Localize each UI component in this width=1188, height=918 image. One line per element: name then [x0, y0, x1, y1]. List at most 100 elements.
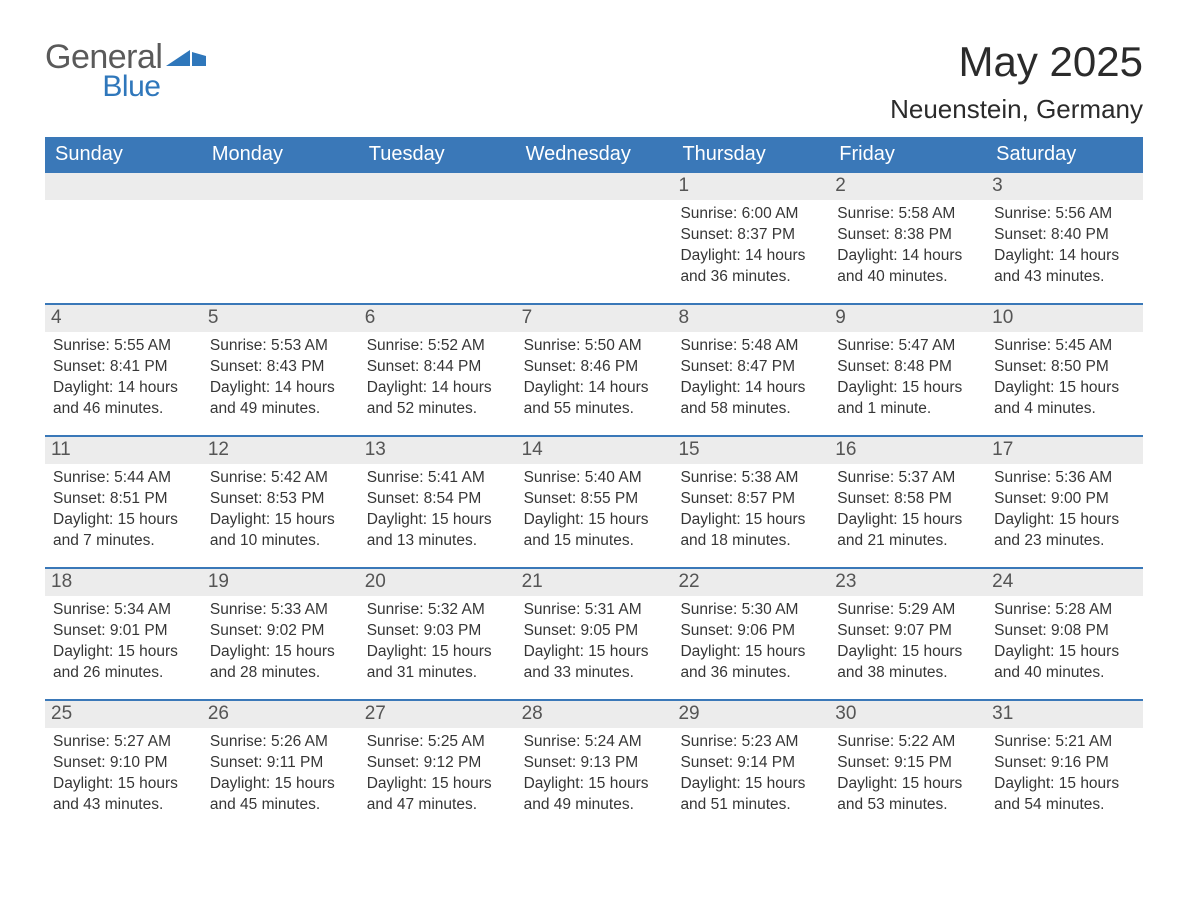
day-number: 23 — [829, 569, 986, 596]
calendar-day: 21Sunrise: 5:31 AMSunset: 9:05 PMDayligh… — [516, 569, 673, 699]
sunset-line: Sunset: 9:11 PM — [210, 753, 353, 774]
calendar-page: General Blue May 2025 Neuenstein, German… — [0, 0, 1188, 918]
sunrise-line: Sunrise: 5:21 AM — [994, 732, 1137, 753]
calendar-day: 5Sunrise: 5:53 AMSunset: 8:43 PMDaylight… — [202, 305, 359, 435]
calendar-week: 18Sunrise: 5:34 AMSunset: 9:01 PMDayligh… — [45, 567, 1143, 699]
day-number: 10 — [986, 305, 1143, 332]
day-number: 6 — [359, 305, 516, 332]
day-number: 13 — [359, 437, 516, 464]
daylight-line: Daylight: 15 hours and 15 minutes. — [524, 510, 667, 552]
sunrise-line: Sunrise: 5:28 AM — [994, 600, 1137, 621]
sunrise-line: Sunrise: 5:29 AM — [837, 600, 980, 621]
sun-info: Sunrise: 5:31 AMSunset: 9:05 PMDaylight:… — [522, 600, 667, 684]
calendar-day: 12Sunrise: 5:42 AMSunset: 8:53 PMDayligh… — [202, 437, 359, 567]
day-number: 30 — [829, 701, 986, 728]
sunset-line: Sunset: 8:55 PM — [524, 489, 667, 510]
weeks-container: 1Sunrise: 6:00 AMSunset: 8:37 PMDaylight… — [45, 173, 1143, 831]
daylight-line: Daylight: 14 hours and 46 minutes. — [53, 378, 196, 420]
sunrise-line: Sunrise: 5:26 AM — [210, 732, 353, 753]
day-number: 25 — [45, 701, 202, 728]
sun-info: Sunrise: 5:40 AMSunset: 8:55 PMDaylight:… — [522, 468, 667, 552]
sun-info: Sunrise: 5:47 AMSunset: 8:48 PMDaylight:… — [835, 336, 980, 420]
day-number: 11 — [45, 437, 202, 464]
sunset-line: Sunset: 8:57 PM — [680, 489, 823, 510]
sunrise-line: Sunrise: 5:52 AM — [367, 336, 510, 357]
daylight-line: Daylight: 14 hours and 40 minutes. — [837, 246, 980, 288]
sun-info: Sunrise: 5:30 AMSunset: 9:06 PMDaylight:… — [678, 600, 823, 684]
day-number: 28 — [516, 701, 673, 728]
sunset-line: Sunset: 8:48 PM — [837, 357, 980, 378]
sunrise-line: Sunrise: 5:37 AM — [837, 468, 980, 489]
calendar-day: 4Sunrise: 5:55 AMSunset: 8:41 PMDaylight… — [45, 305, 202, 435]
sunrise-line: Sunrise: 5:40 AM — [524, 468, 667, 489]
day-number — [45, 173, 202, 200]
day-number — [516, 173, 673, 200]
daylight-line: Daylight: 15 hours and 10 minutes. — [210, 510, 353, 552]
sunset-line: Sunset: 8:38 PM — [837, 225, 980, 246]
sunset-line: Sunset: 9:10 PM — [53, 753, 196, 774]
sunset-line: Sunset: 9:16 PM — [994, 753, 1137, 774]
daylight-line: Daylight: 15 hours and 51 minutes. — [680, 774, 823, 816]
calendar-day: 28 Sunrise: 5:24 AMSunset: 9:13 PMDayligh… — [516, 701, 673, 831]
sun-info: Sunrise: 5:37 AMSunset: 8:58 PMDaylight:… — [835, 468, 980, 552]
sunrise-line: Sunrise: 5:38 AM — [680, 468, 823, 489]
calendar-week: 1Sunrise: 6:00 AMSunset: 8:37 PMDaylight… — [45, 173, 1143, 303]
daylight-line: Daylight: 15 hours and 36 minutes. — [680, 642, 823, 684]
calendar-day: 7Sunrise: 5:50 AMSunset: 8:46 PMDaylight… — [516, 305, 673, 435]
header-row: General Blue May 2025 Neuenstein, German… — [45, 40, 1143, 125]
title-block: May 2025 Neuenstein, Germany — [890, 40, 1143, 125]
sunrise-line: Sunrise: 5:42 AM — [210, 468, 353, 489]
weekday-label: Sunday — [45, 137, 202, 173]
day-number: 29 — [672, 701, 829, 728]
sunset-line: Sunset: 8:51 PM — [53, 489, 196, 510]
sunrise-line: Sunrise: 5:41 AM — [367, 468, 510, 489]
calendar-day: 30Sunrise: 5:22 AMSunset: 9:15 PMDayligh… — [829, 701, 986, 831]
day-number: 3 — [986, 173, 1143, 200]
sun-info: Sunrise: 5:48 AMSunset: 8:47 PMDaylight:… — [678, 336, 823, 420]
calendar-day: 25 Sunrise: 5:27 AMSunset: 9:10 PMDayligh… — [45, 701, 202, 831]
sunset-line: Sunset: 9:08 PM — [994, 621, 1137, 642]
day-number: 8 — [672, 305, 829, 332]
daylight-line: Daylight: 15 hours and 31 minutes. — [367, 642, 510, 684]
calendar-week: 25 Sunrise: 5:27 AMSunset: 9:10 PMDayligh… — [45, 699, 1143, 831]
sunset-line: Sunset: 8:53 PM — [210, 489, 353, 510]
day-number: 19 — [202, 569, 359, 596]
sun-info: Sunrise: 5:44 AMSunset: 8:51 PMDaylight:… — [51, 468, 196, 552]
sunset-line: Sunset: 9:02 PM — [210, 621, 353, 642]
day-number: 31 — [986, 701, 1143, 728]
sunset-line: Sunset: 8:46 PM — [524, 357, 667, 378]
calendar-week: 11 Sunrise: 5:44 AMSunset: 8:51 PMDayligh… — [45, 435, 1143, 567]
day-number: 17 — [986, 437, 1143, 464]
daylight-line: Daylight: 15 hours and 23 minutes. — [994, 510, 1137, 552]
sun-info: Sunrise: 5:33 AMSunset: 9:02 PMDaylight:… — [208, 600, 353, 684]
sunrise-line: Sunrise: 5:48 AM — [680, 336, 823, 357]
sunrise-line: Sunrise: 5:50 AM — [524, 336, 667, 357]
sun-info: Sunrise: 5:53 AMSunset: 8:43 PMDaylight:… — [208, 336, 353, 420]
sunrise-line: Sunrise: 5:30 AM — [680, 600, 823, 621]
sunset-line: Sunset: 9:14 PM — [680, 753, 823, 774]
calendar-day: 31Sunrise: 5:21 AMSunset: 9:16 PMDayligh… — [986, 701, 1143, 831]
calendar-day: 3Sunrise: 5:56 AMSunset: 8:40 PMDaylight… — [986, 173, 1143, 303]
weekday-label: Tuesday — [359, 137, 516, 173]
sunset-line: Sunset: 8:47 PM — [680, 357, 823, 378]
sunrise-line: Sunrise: 6:00 AM — [680, 204, 823, 225]
day-number: 18 — [45, 569, 202, 596]
day-number: 15 — [672, 437, 829, 464]
sunrise-line: Sunrise: 5:56 AM — [994, 204, 1137, 225]
weekday-label: Wednesday — [516, 137, 673, 173]
calendar-day: 9Sunrise: 5:47 AMSunset: 8:48 PMDaylight… — [829, 305, 986, 435]
sunrise-line: Sunrise: 5:22 AM — [837, 732, 980, 753]
sunrise-line: Sunrise: 5:25 AM — [367, 732, 510, 753]
daylight-line: Daylight: 14 hours and 52 minutes. — [367, 378, 510, 420]
day-number — [359, 173, 516, 200]
sunset-line: Sunset: 8:44 PM — [367, 357, 510, 378]
sun-info: Sunrise: 5:27 AMSunset: 9:10 PMDaylight:… — [51, 732, 196, 816]
sun-info: Sunrise: 5:52 AMSunset: 8:44 PMDaylight:… — [365, 336, 510, 420]
daylight-line: Daylight: 15 hours and 47 minutes. — [367, 774, 510, 816]
sun-info: Sunrise: 5:24 AMSunset: 9:13 PMDaylight:… — [522, 732, 667, 816]
sunset-line: Sunset: 9:06 PM — [680, 621, 823, 642]
daylight-line: Daylight: 15 hours and 26 minutes. — [53, 642, 196, 684]
calendar-week: 4Sunrise: 5:55 AMSunset: 8:41 PMDaylight… — [45, 303, 1143, 435]
daylight-line: Daylight: 15 hours and 7 minutes. — [53, 510, 196, 552]
day-number: 4 — [45, 305, 202, 332]
